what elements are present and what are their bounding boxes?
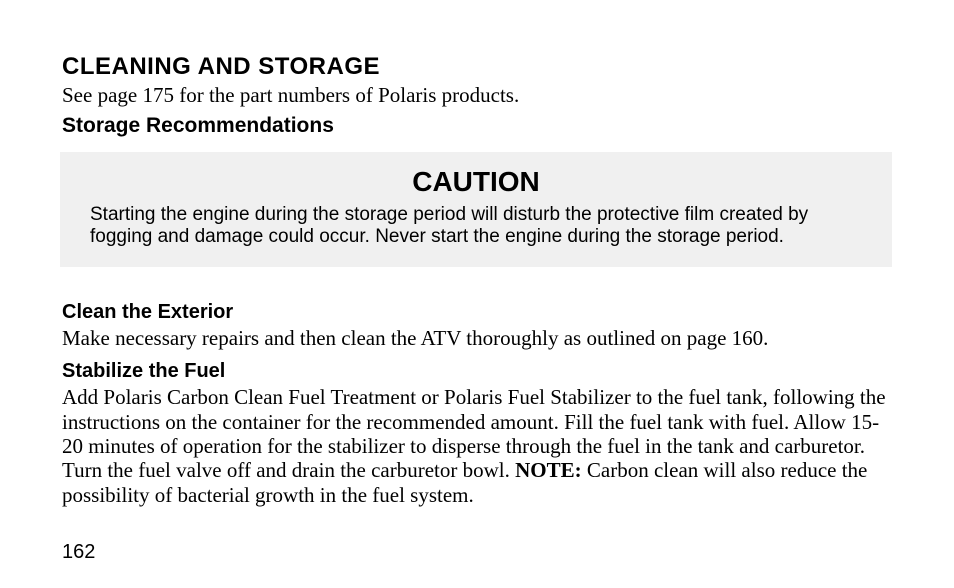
body-stabilize-fuel: Add Polaris Carbon Clean Fuel Treatment … [62,385,892,507]
section-heading-storage-recommendations: Storage Recommendations [62,114,892,138]
subheading-stabilize-fuel: Stabilize the Fuel [62,360,892,383]
caution-callout: CAUTION Starting the engine during the s… [60,152,892,267]
caution-title: CAUTION [90,166,862,198]
manual-page: CLEANING AND STORAGE See page 175 for th… [0,0,954,588]
note-label: NOTE: [515,458,582,482]
intro-text: See page 175 for the part numbers of Pol… [62,83,892,108]
subheading-clean-exterior: Clean the Exterior [62,301,892,324]
page-title: CLEANING AND STORAGE [62,53,892,81]
caution-body: Starting the engine during the storage p… [90,204,862,249]
page-number: 162 [62,541,95,564]
body-clean-exterior: Make necessary repairs and then clean th… [62,326,892,350]
